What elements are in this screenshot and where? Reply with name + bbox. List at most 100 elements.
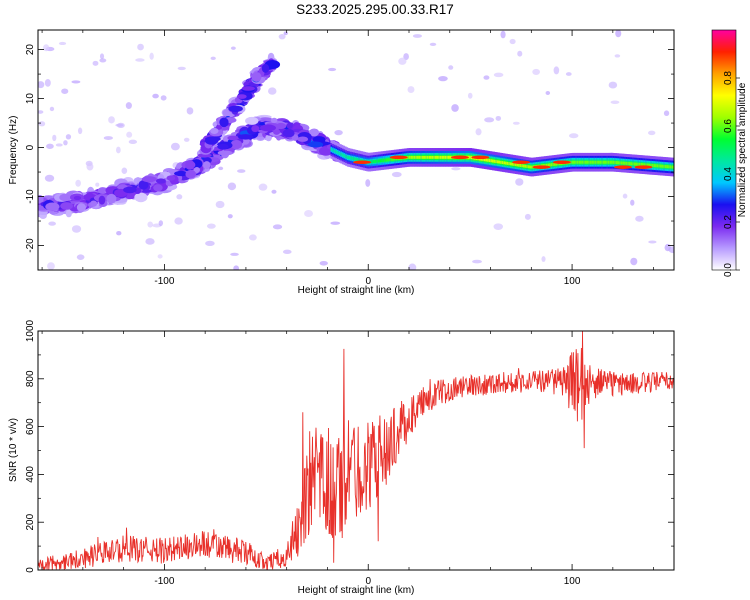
colorbar-tick-label: 0.6 (723, 119, 734, 133)
spectrogram-ridge-cell (376, 159, 380, 163)
colorbar-tick-label: 0.4 (723, 167, 734, 181)
spectrogram-ridge-cell (372, 160, 376, 164)
spectrogram-cell (251, 71, 262, 82)
spectrogram-ridge-cell (630, 162, 634, 166)
spectrogram-speck (365, 179, 371, 187)
spectrogram-ridge-cell (650, 163, 654, 167)
spectrogram-ridge-cell (624, 161, 628, 165)
spectrogram-peak (552, 160, 571, 165)
spectrogram-ridge-cell (392, 157, 396, 161)
spectrogram-ridge-cell (659, 164, 663, 168)
spectrogram-ridge-cell (369, 160, 373, 164)
spectrogram-speck (177, 66, 186, 71)
spectrogram-ridge-cell (645, 163, 649, 167)
spectrogram-ridge-cell (627, 162, 631, 165)
spectrogram-speck (71, 80, 81, 84)
spectrogram-speck (630, 257, 638, 266)
spectrogram-speck (271, 189, 277, 194)
spectrogram-ridge-cell (423, 155, 427, 159)
spectrogram-speck (524, 213, 531, 220)
spectrogram-ridge-cell (588, 160, 592, 164)
spectrogram-cell (174, 170, 189, 177)
spectrogram-heatmap (38, 30, 674, 270)
snr-ytick-label: 200 (25, 513, 36, 530)
spectrogram-cell (185, 160, 195, 170)
spectrogram-cell (241, 86, 255, 91)
spectrogram-speck (135, 58, 145, 62)
spectrogram-ridge-cell (416, 155, 420, 159)
spectrogram-ridge-cell (480, 157, 484, 161)
spectrogram-ridge-cell (443, 155, 447, 159)
spectrogram-ridge-cell (578, 160, 582, 164)
spectrogram-speck (215, 200, 225, 209)
spectrogram-speck (63, 140, 68, 146)
spectrogram-cell (38, 194, 44, 204)
spectrogram-ridge-cell (575, 160, 579, 164)
spectrogram-speck (58, 41, 67, 46)
spectrogram-speck (147, 221, 154, 228)
spectrogram-ridge-cell (651, 163, 655, 167)
spectrogram-ridge-cell (596, 160, 600, 164)
spectrogram-cell (286, 122, 293, 129)
spectrogram-ridge-cell (526, 165, 530, 168)
figure-title: S233.2025.295.00.33.R17 (296, 2, 454, 17)
spectrogram-ridge-cell (612, 160, 616, 164)
spectrogram-frame (37, 29, 675, 271)
spectrogram-ridge-cell (619, 161, 623, 165)
spectrogram-cell (227, 135, 239, 141)
snr-line (38, 331, 674, 570)
spectrogram-ridge-cell (495, 160, 499, 163)
spectrogram-ridge-cell (408, 155, 412, 159)
spectrogram-speck (121, 167, 128, 174)
spectrogram-speck (38, 81, 45, 89)
spectrogram-ridge-cell (527, 165, 531, 169)
spectrogram-cell (217, 143, 229, 150)
spectrogram-cell (155, 178, 166, 184)
spectrogram-ridge-cell (407, 155, 411, 159)
spectrogram-speck (553, 66, 560, 75)
spectrogram-speck (103, 136, 113, 140)
spectrogram-cell (215, 125, 222, 130)
spectrogram-cell (307, 141, 324, 148)
spectrogram-speck (210, 56, 216, 61)
spectrogram-ridge-cell (436, 155, 440, 159)
spectrogram-ridge-cell (589, 160, 593, 164)
spectrogram-speck (304, 209, 313, 218)
spectrogram-ridge-cell (338, 151, 342, 155)
snr-ytick-label: 600 (25, 418, 36, 435)
spectrogram-speck (648, 130, 656, 136)
spectrogram-ridge-cell (447, 155, 451, 159)
spectrogram-speck (99, 58, 107, 63)
spectrogram-speck (65, 134, 72, 140)
spectrogram-speck (95, 182, 100, 187)
spectrogram-ridge-cell (358, 158, 362, 162)
spectrogram-cell (123, 186, 137, 194)
spectrogram-ridge-cell (602, 160, 606, 164)
spectrogram-cell (219, 117, 229, 128)
spectrogram-speck (565, 72, 572, 76)
spectrogram-peak (512, 160, 531, 165)
spectrogram-speck (99, 53, 105, 60)
spectrogram-ridge-cell (524, 164, 528, 168)
spectrogram-speck (170, 142, 180, 151)
spectrogram-ridge-cell (356, 158, 360, 162)
spectrogram-ridge-cell (521, 164, 525, 168)
spectrogram-speck (451, 167, 461, 171)
spectrogram-ridge-cell (614, 160, 618, 164)
spectrogram-speck (438, 75, 448, 82)
spectrogram-cell (204, 136, 219, 145)
spectrogram-ridge-cell (438, 155, 442, 159)
spectrogram-cell (238, 134, 254, 140)
spectrogram-ridge-cell (513, 162, 517, 166)
colorbar-ticks: 0.0 0.2 0.4 0.6 0.8 (723, 71, 740, 277)
spectrogram-cell (210, 127, 219, 134)
spectrogram-speck (509, 38, 516, 45)
spectrogram-ridge-cell (571, 160, 575, 164)
colorbar-label: Normalized spectral amplitude (737, 82, 748, 217)
spectrogram-cell (265, 134, 272, 142)
spectrogram-ridge-cell (547, 163, 551, 167)
spectrogram-ridge-cell (353, 157, 357, 161)
